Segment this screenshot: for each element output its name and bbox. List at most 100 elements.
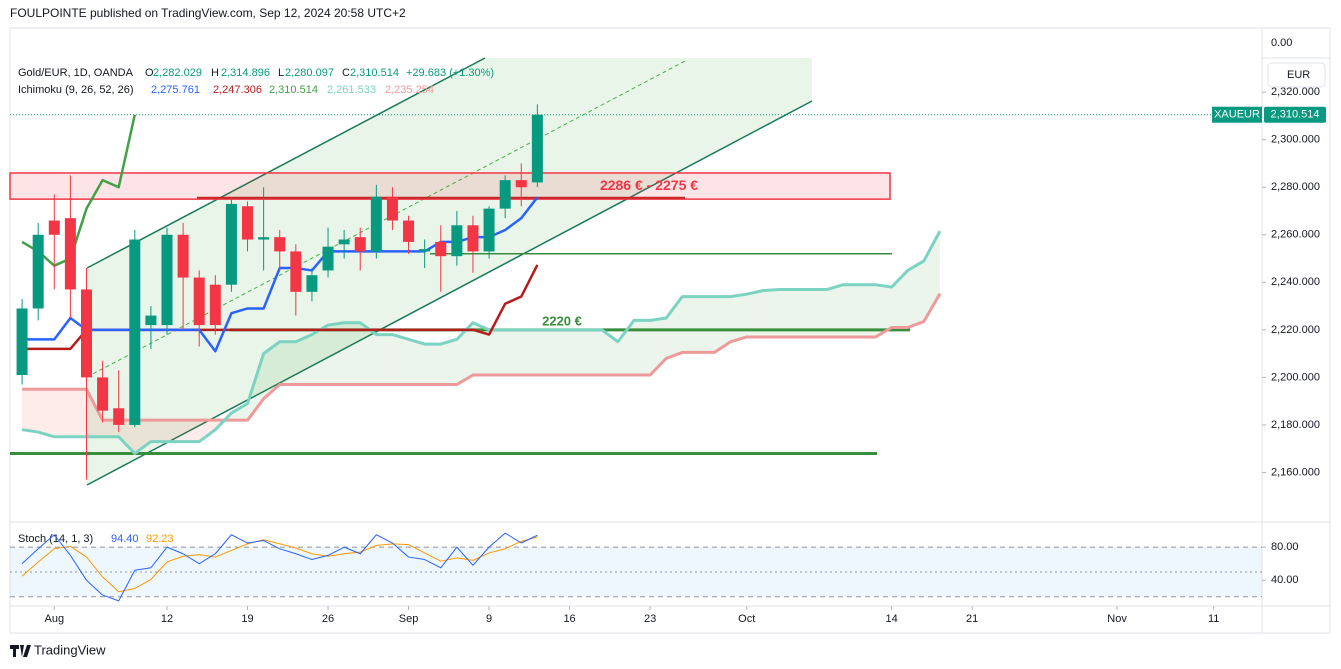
cloud [70, 389, 87, 437]
x-tick-label: 16 [563, 613, 575, 625]
logo [10, 645, 31, 657]
cloud [714, 296, 731, 353]
line [21, 230, 942, 455]
candle-body [370, 196, 382, 252]
symbol: Gold/EUR, 1D, OANDA [18, 67, 134, 79]
candle-body [145, 315, 157, 326]
logo-icon [10, 645, 31, 657]
candle-body [97, 377, 109, 411]
cloud [569, 329, 586, 376]
candle-body [451, 225, 463, 257]
x-tick-label: Aug [44, 613, 64, 625]
ohlc-value: 2,280.097 [285, 67, 334, 79]
cloud [134, 420, 151, 454]
candle-body [322, 246, 334, 271]
cloud [859, 284, 876, 337]
ohlc-prefix: H [211, 67, 219, 79]
candle-body [64, 218, 76, 290]
cloud [537, 329, 554, 376]
cloud [408, 339, 425, 385]
cloud [827, 284, 844, 337]
cloud [843, 284, 860, 337]
cloud [22, 389, 39, 433]
y-tick-label: 2,240.000 [1271, 276, 1320, 288]
cloud [601, 329, 618, 376]
indicator-value: 2,310.514 [269, 84, 318, 96]
zone-label: 2286 € - 2275 € [600, 177, 698, 193]
currency-button[interactable] [1267, 62, 1326, 88]
y-tick-label: 2,260.000 [1271, 229, 1320, 241]
candle-body [242, 206, 254, 240]
cloud [730, 294, 747, 342]
candle-body [129, 239, 141, 425]
candle-body [483, 208, 495, 252]
cloud [54, 389, 71, 437]
candle-body [419, 249, 431, 252]
candle-body [258, 237, 270, 240]
line [21, 536, 538, 593]
cloud [183, 420, 200, 442]
candle-body [274, 237, 286, 252]
candle-body [48, 220, 60, 235]
candle-body [531, 114, 543, 183]
candle-body [16, 308, 28, 376]
cloud [231, 403, 248, 421]
scale-top-label: 0.00 [1271, 37, 1292, 49]
indicator-value: 2,261.533 [327, 84, 376, 96]
y-tick-label: 2,320.000 [1271, 86, 1320, 98]
brand: TradingView [34, 642, 106, 657]
cloud [150, 420, 168, 442]
cloud [682, 296, 699, 353]
cloud [778, 289, 796, 337]
y-tick-label: 2,160.000 [1271, 466, 1320, 478]
ohlc-value: 2,282.029 [153, 67, 202, 79]
ohlc-prefix: L [278, 67, 284, 79]
x-tick-label: 11 [1208, 613, 1219, 625]
line [22, 292, 942, 422]
candle-body [209, 284, 221, 326]
cloud [295, 334, 312, 385]
cloud [907, 260, 924, 328]
frame [9, 27, 1331, 634]
cloud [472, 322, 490, 376]
candle-body [515, 180, 527, 188]
cloud [875, 284, 892, 337]
candle-body [306, 275, 318, 292]
cloud [795, 289, 812, 337]
cloud [376, 334, 393, 385]
cloud [762, 289, 779, 337]
price-tag-label: 2,310.514 [1271, 109, 1320, 121]
x-tick-label: Nov [1107, 613, 1127, 625]
cloud [666, 296, 683, 359]
line [21, 532, 538, 602]
x-tick-label: 19 [241, 613, 253, 625]
cloud [585, 329, 602, 376]
indicator-value: 2,275.761 [151, 84, 200, 96]
currency[interactable]: EUR [1287, 69, 1310, 81]
y-tick-label: 2,280.000 [1271, 181, 1320, 193]
cloud [167, 420, 184, 442]
cloud [86, 389, 103, 437]
candle-body [193, 277, 205, 326]
cloud [633, 320, 651, 376]
cloud [424, 344, 441, 385]
indicator-value: 2,247.306 [213, 84, 262, 96]
x-tick-label: 26 [322, 613, 334, 625]
cloud [263, 341, 280, 399]
candle-body [435, 241, 447, 257]
channel-upper [86, 57, 486, 269]
ohlc-prefix: O [145, 67, 154, 79]
x-tick-label: 23 [644, 613, 656, 625]
cloud [360, 322, 377, 385]
x-tick-label: 14 [886, 613, 898, 625]
candle-body [113, 408, 125, 425]
indicator-value: 2,235.254 [385, 84, 434, 96]
symbol-tag [1212, 106, 1262, 123]
candle-body [290, 251, 302, 292]
candle-body [161, 234, 173, 326]
y-tick-label: 40.00 [1271, 574, 1299, 586]
cloud [199, 420, 216, 442]
cloud [38, 389, 55, 437]
